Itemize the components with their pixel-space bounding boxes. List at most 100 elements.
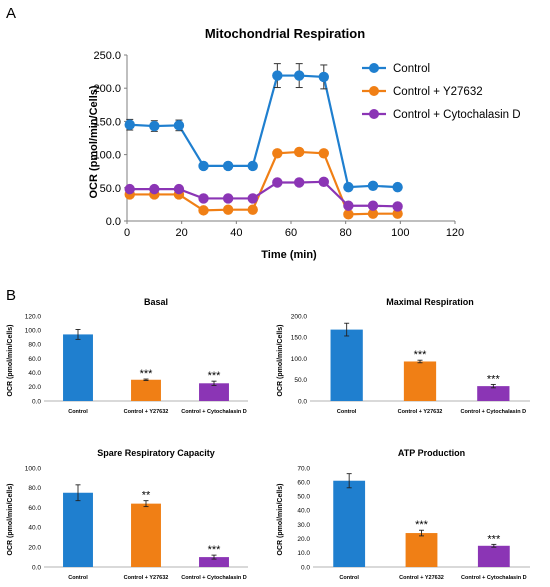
y-tick-label: 100.0 [25, 327, 42, 334]
y-tick-label: 50.0 [294, 377, 307, 384]
data-point [294, 146, 305, 158]
bar [199, 383, 229, 401]
y-axis-label: OCR (pmol/min/Cells) [7, 484, 14, 556]
y-tick-label: 100.0 [25, 465, 42, 472]
x-tick-label: 60 [285, 227, 297, 239]
respiration-line-chart: Mitochondrial Respiration 0 20 40 60 80 100 120… [88, 26, 521, 261]
bar [477, 545, 510, 567]
y-tick-label: 200.0 [291, 313, 308, 320]
data-point [149, 183, 160, 195]
y-tick-label: 20.0 [28, 384, 41, 391]
y-tick-label: 70.0 [297, 465, 310, 472]
y-axis-label: OCR (pmol/min/Cells) [88, 85, 100, 198]
bar [131, 379, 161, 401]
bar-chart-1: Basal 0.0 20.0 40.0 60.0 80.0 100.0 120.0 OCR (p… [7, 297, 248, 415]
data-point [222, 160, 234, 172]
data-point [367, 180, 379, 192]
series-y27632 [124, 146, 403, 220]
bar-charts: Basal 0.0 20.0 40.0 60.0 80.0 100.0 120.0 OCR (p… [7, 297, 530, 581]
significance-marker: *** [208, 544, 222, 556]
y-tick-label: 20.0 [28, 545, 41, 552]
legend-marker [369, 63, 379, 73]
bar [199, 557, 229, 567]
x-tick-label: 120 [446, 227, 464, 239]
data-point [247, 204, 258, 215]
data-point [124, 119, 135, 130]
y-tick-label: 30.0 [297, 522, 310, 529]
significance-marker: *** [414, 349, 428, 361]
x-axis-label: Time (min) [261, 249, 317, 261]
bar-chart-3: Spare Respiratory Capacity 0.0 20.0 40.0 60.… [7, 448, 248, 581]
y-tick-label: 200.0 [93, 83, 121, 95]
category-label: Control [68, 575, 88, 581]
data-point [318, 148, 329, 159]
data-point [124, 183, 135, 195]
category-label: Control [339, 575, 359, 581]
data-point [272, 177, 283, 188]
y-tick-label: 10.0 [297, 550, 310, 557]
data-point [367, 200, 379, 211]
category-label: Control + Cytochalasin D [461, 409, 527, 415]
y-axis-label: OCR (pmol/min/Cells) [7, 325, 14, 397]
bar [131, 503, 161, 567]
significance-marker: ** [142, 490, 151, 502]
chart-title: Mitochondrial Respiration [205, 26, 365, 41]
data-point [198, 205, 209, 216]
y-tick-label: 40.0 [28, 370, 41, 377]
y-tick-label: 80.0 [28, 342, 41, 349]
y-tick-label: 120.0 [25, 313, 42, 320]
x-tick-label: 80 [340, 227, 352, 239]
data-point [318, 71, 329, 83]
y-tick-label: 150.0 [291, 335, 308, 342]
y-tick-label: 40.0 [297, 508, 310, 515]
x-tick-label: 20 [176, 227, 188, 239]
y-tick-label: 0.0 [32, 398, 41, 405]
category-label: Control + Cytochalasin D [461, 575, 527, 581]
y-tick-label: 150.0 [93, 116, 121, 128]
chart-title: Basal [144, 297, 168, 307]
legend-label: Control + Y27632 [393, 86, 483, 98]
legend-marker [369, 109, 379, 119]
series-cytochalasin [124, 176, 403, 212]
data-point [367, 208, 379, 219]
bar [63, 492, 93, 567]
y-tick-label: 0.0 [106, 216, 121, 228]
data-point [294, 70, 305, 81]
y-tick-label: 100.0 [291, 356, 308, 363]
category-label: Control + Y27632 [398, 409, 443, 415]
chart-title: Spare Respiratory Capacity [97, 448, 215, 458]
bar-chart-2: Maximal Respiration 0.0 50.0 100.0 150.0 200.… [277, 297, 530, 415]
panel-a-label: A [6, 5, 16, 22]
bar-chart-4: ATP Production 0.0 10.0 20.0 30.0 40.0 50.0 60.… [277, 448, 530, 581]
data-point [247, 160, 258, 172]
data-point [247, 193, 258, 204]
significance-marker: *** [208, 370, 222, 382]
y-tick-label: 0.0 [298, 398, 307, 405]
y-axis-label: OCR (pmol/min/Cells) [277, 325, 284, 397]
legend-marker [369, 86, 379, 96]
data-point [318, 176, 329, 188]
data-point [343, 181, 354, 193]
y-tick-label: 0.0 [301, 564, 310, 571]
data-point [222, 204, 234, 215]
legend-label: Control + Cytochalasin D [393, 109, 521, 121]
series-control [124, 63, 403, 193]
y-axis-label: OCR (pmol/min/Cells) [277, 484, 284, 556]
data-point [272, 148, 283, 159]
category-label: Control + Cytochalasin D [181, 409, 247, 415]
significance-marker: *** [487, 373, 501, 385]
category-label: Control [337, 409, 357, 415]
y-tick-label: 0.0 [32, 564, 41, 571]
y-tick-label: 50.0 [297, 494, 310, 501]
y-tick-label: 60.0 [28, 356, 41, 363]
significance-marker: *** [140, 368, 154, 380]
category-label: Control + Y27632 [124, 575, 169, 581]
data-point [343, 209, 354, 220]
category-label: Control + Y27632 [124, 409, 169, 415]
chart-title: Maximal Respiration [386, 297, 474, 307]
y-tick-label: 40.0 [28, 525, 41, 532]
bar [330, 329, 363, 401]
data-point [294, 177, 305, 188]
legend-label: Control [393, 63, 430, 75]
